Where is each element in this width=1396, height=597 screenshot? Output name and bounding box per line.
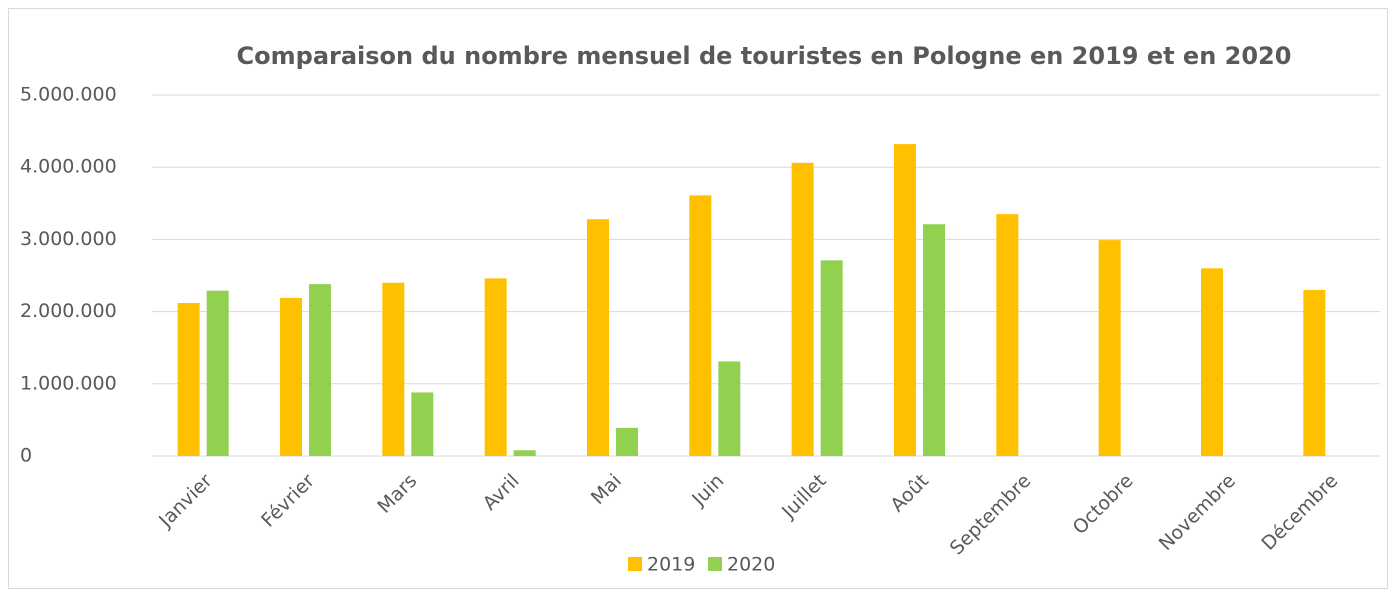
bar [1303, 289, 1326, 456]
bar [996, 214, 1019, 456]
bar [280, 297, 302, 456]
bar [718, 361, 741, 456]
y-tick-label: 0 [20, 445, 32, 467]
bar [791, 162, 814, 457]
bar [513, 450, 536, 456]
bar [177, 302, 200, 456]
legend-swatch [628, 557, 642, 571]
y-tick-label: 1.000.000 [20, 372, 117, 394]
legend-label: 2019 [647, 554, 695, 576]
y-tick-label: 5.000.000 [20, 84, 117, 106]
y-tick-label: 4.000.000 [20, 156, 117, 178]
bar [616, 427, 638, 456]
y-tick-label: 2.000.000 [20, 300, 117, 322]
bar [894, 144, 916, 456]
bar [206, 290, 229, 456]
legend-label: 2020 [727, 554, 775, 576]
legend-swatch [708, 557, 722, 571]
bar [309, 284, 331, 456]
bar [411, 392, 434, 456]
bar [689, 195, 712, 456]
y-tick-label: 3.000.000 [20, 228, 117, 250]
bar [820, 260, 843, 456]
bar [923, 224, 945, 456]
chart-title: Comparaison du nombre mensuel de tourist… [237, 42, 1292, 70]
bar [382, 282, 405, 456]
bar [587, 219, 609, 456]
bar [1098, 240, 1121, 456]
bar [1201, 268, 1223, 456]
bar [484, 278, 507, 456]
